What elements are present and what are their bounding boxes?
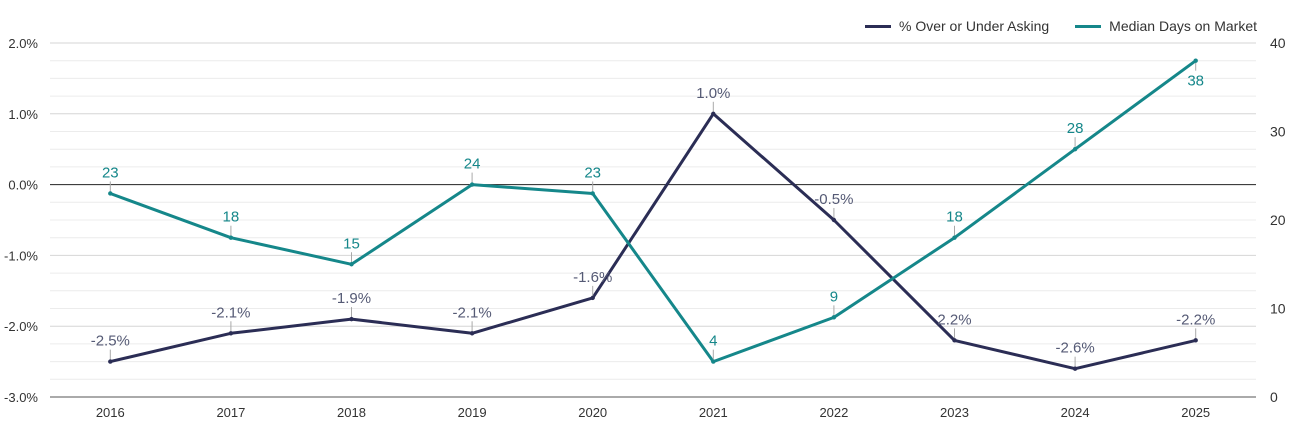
x-tick-label: 2018 [337,405,366,420]
y-left-tick-label: -1.0% [4,248,38,263]
data-label: -2.6% [1056,340,1095,357]
data-point [1072,366,1078,371]
data-label: -2.5% [91,333,130,350]
data-point [349,262,354,267]
data-label: -0.5% [814,191,853,208]
y-right-tick-label: 20 [1270,212,1286,228]
y-left-tick-label: -3.0% [4,390,38,405]
data-point [1193,58,1198,63]
y-right-tick-label: 40 [1270,35,1286,51]
legend-label-median-days: Median Days on Market [1109,18,1257,34]
data-label: -2.1% [211,304,250,321]
y-right-tick-label: 0 [1270,389,1278,405]
series-line-pct-over-under [109,112,1197,371]
x-tick-label: 2020 [578,405,607,420]
x-tick-label: 2019 [458,405,487,420]
x-tick-label: 2022 [819,405,848,420]
x-tick-label: 2017 [216,405,245,420]
legend-item-median-days: Median Days on Market [1075,18,1257,34]
data-label: 2.2% [937,311,971,328]
data-point [831,217,837,223]
data-point [228,235,234,240]
data-point [228,331,234,336]
data-label: 9 [830,288,838,305]
data-label: 18 [946,209,963,226]
data-point [1193,338,1198,343]
data-point [108,191,113,196]
legend-label-pct-over-under: % Over or Under Asking [898,18,1050,34]
y-left-tick-label: -2.0% [4,319,38,334]
x-tick-label: 2025 [1181,405,1210,420]
data-label: 38 [1187,73,1204,90]
data-label: 23 [584,164,601,181]
x-tick-label: 2023 [940,405,969,420]
legend: % Over or Under Asking Median Days on Ma… [864,18,1257,34]
data-point [469,331,475,336]
legend-swatch-median-days [1075,24,1102,28]
data-label: -1.6% [573,269,612,286]
data-point [952,235,957,240]
x-tick-label: 2024 [1061,405,1090,420]
data-label: 4 [709,333,717,350]
y-left-tick-label: 2.0% [8,36,38,51]
data-label: -2.1% [453,304,492,321]
y-right-tick-label: 30 [1270,124,1286,140]
data-label: 23 [102,164,119,181]
data-label: 28 [1067,120,1084,137]
data-label: 1.0% [696,85,730,102]
data-label: -1.9% [332,290,371,307]
data-label: 15 [343,235,360,252]
legend-swatch-pct-over-under [864,24,891,28]
data-point [349,316,354,322]
data-point [108,359,113,364]
data-point [1072,147,1078,152]
y-left-tick-label: 1.0% [8,107,38,122]
x-tick-label: 2016 [96,405,125,420]
series-line-median-days [109,59,1197,364]
data-point [831,315,837,320]
data-point [590,295,595,301]
y-right-tick-label: 10 [1270,301,1286,317]
legend-item-pct-over-under: % Over or Under Asking [864,18,1050,34]
data-point [952,338,957,343]
y-left-tick-label: 0.0% [8,178,38,193]
data-point [711,111,716,117]
x-tick-label: 2021 [699,405,728,420]
data-label: 24 [464,156,481,173]
data-point [711,359,716,364]
data-label: -2.2% [1176,311,1215,328]
data-point [590,191,595,196]
data-point [469,182,475,187]
data-label: 18 [223,209,240,226]
